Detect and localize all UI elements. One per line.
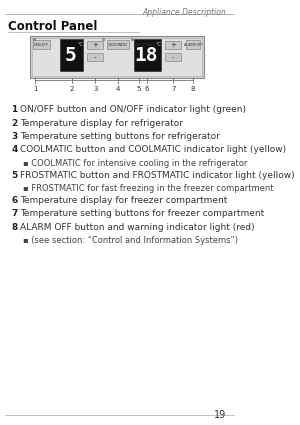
Bar xyxy=(134,39,160,71)
Text: COOLMATIC: COOLMATIC xyxy=(107,42,128,46)
Text: 5: 5 xyxy=(137,86,141,92)
Text: 4: 4 xyxy=(11,145,17,155)
Text: -: - xyxy=(172,54,175,60)
Text: ▪ COOLMATIC for intensive cooling in the refrigerator: ▪ COOLMATIC for intensive cooling in the… xyxy=(23,159,248,168)
Text: -: - xyxy=(94,54,97,60)
Text: 2: 2 xyxy=(11,119,17,128)
Bar xyxy=(165,41,181,49)
Text: Appliance Description: Appliance Description xyxy=(143,8,226,17)
Bar xyxy=(32,38,202,76)
Text: 5: 5 xyxy=(64,45,76,65)
Text: 1: 1 xyxy=(33,86,37,92)
Text: 4: 4 xyxy=(116,86,120,92)
Text: 5: 5 xyxy=(11,170,17,179)
Bar xyxy=(134,40,158,49)
Text: Temperature display for freezer compartment: Temperature display for freezer compartm… xyxy=(20,196,227,204)
Text: COOLMATIC button and COOLMATIC indicator light (yellow): COOLMATIC button and COOLMATIC indicator… xyxy=(20,145,286,155)
Text: 1: 1 xyxy=(11,105,17,114)
Text: Temperature setting buttons for freezer compartment: Temperature setting buttons for freezer … xyxy=(20,209,264,218)
Text: ON/OFF button and ON/OFF indicator light (green): ON/OFF button and ON/OFF indicator light… xyxy=(20,105,246,114)
Bar xyxy=(106,40,129,49)
Text: 8: 8 xyxy=(191,86,195,92)
Text: 3: 3 xyxy=(93,86,98,92)
Text: ▪ (see section: “Control and Information Systems”): ▪ (see section: “Control and Information… xyxy=(23,236,238,245)
Text: 7: 7 xyxy=(11,209,17,218)
Text: Control Panel: Control Panel xyxy=(8,20,97,33)
Bar xyxy=(186,40,200,49)
Bar xyxy=(33,40,50,49)
Text: Temperature setting buttons for refrigerator: Temperature setting buttons for refriger… xyxy=(20,132,220,141)
Text: ALARM OFF: ALARM OFF xyxy=(184,42,202,46)
Text: 2: 2 xyxy=(69,86,74,92)
Text: 18: 18 xyxy=(134,45,158,65)
Text: 19: 19 xyxy=(214,410,226,420)
Text: 3: 3 xyxy=(11,132,17,141)
Bar xyxy=(88,41,103,49)
Text: 8: 8 xyxy=(11,223,17,232)
Bar xyxy=(30,36,203,78)
Bar xyxy=(60,39,83,71)
Text: ON/OFF: ON/OFF xyxy=(34,42,49,46)
Bar xyxy=(165,53,181,61)
Text: FROSTMATIC: FROSTMATIC xyxy=(134,42,157,46)
Text: +: + xyxy=(170,42,176,48)
Text: °C: °C xyxy=(77,42,83,46)
Text: +: + xyxy=(92,42,98,48)
Text: FROSTMATIC button and FROSTMATIC indicator light (yellow): FROSTMATIC button and FROSTMATIC indicat… xyxy=(20,170,295,179)
Text: 7: 7 xyxy=(171,86,175,92)
Text: 6: 6 xyxy=(145,86,149,92)
Text: Temperature display for refrigerator: Temperature display for refrigerator xyxy=(20,119,183,128)
Text: ALARM OFF button and warning indicator light (red): ALARM OFF button and warning indicator l… xyxy=(20,223,254,232)
Bar xyxy=(88,53,103,61)
Text: °C: °C xyxy=(155,42,161,46)
Text: 6: 6 xyxy=(11,196,17,204)
Text: ▪ FROSTMATIC for fast freezing in the freezer compartment: ▪ FROSTMATIC for fast freezing in the fr… xyxy=(23,184,274,193)
